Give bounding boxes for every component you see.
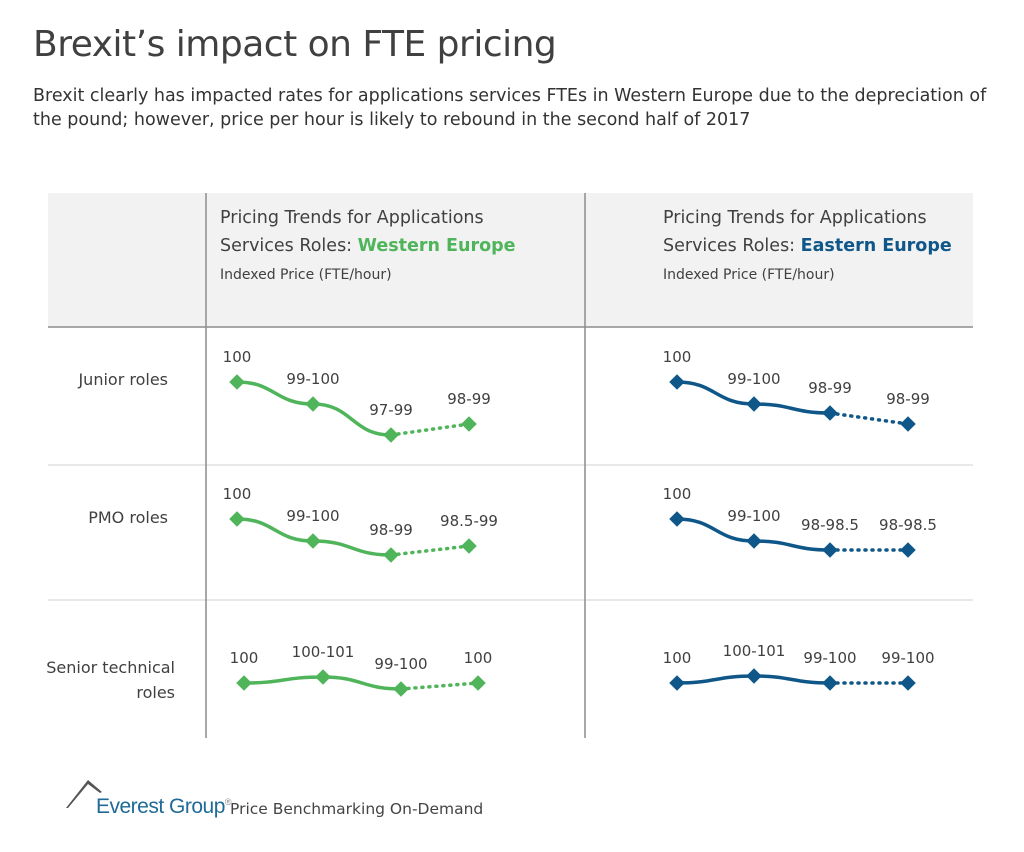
data-point-diamond: [900, 542, 916, 558]
data-point-diamond: [229, 511, 245, 527]
data-point-diamond: [822, 542, 838, 558]
data-label: 100-101: [723, 642, 786, 660]
footer-brand: Everest Group®: [96, 795, 232, 818]
projection-line: [399, 681, 480, 691]
data-label: 100: [230, 649, 259, 667]
data-label: 100: [464, 649, 493, 667]
data-point-diamond: [461, 538, 477, 554]
data-point-diamond: [236, 675, 252, 691]
data-label: 98-98.5: [801, 516, 859, 534]
data-label: 100: [663, 485, 692, 503]
data-label: 99-100: [727, 370, 780, 388]
data-label: 98.5-99: [440, 512, 498, 530]
data-label: 100: [223, 348, 252, 366]
data-label: 100-101: [292, 643, 355, 661]
data-label: 99-100: [881, 649, 934, 667]
data-point-diamond: [383, 547, 399, 563]
data-label: 98-99: [447, 390, 491, 408]
data-point-diamond: [393, 681, 409, 697]
eastern-title-prefix: Pricing Trends for Applications Services…: [663, 208, 927, 256]
row-label-senior: Senior technical roles: [46, 658, 175, 702]
data-label: 99-100: [286, 507, 339, 525]
projection-line: [389, 422, 471, 437]
data-point-diamond: [900, 416, 916, 432]
data-point-diamond: [461, 416, 477, 432]
eastern-region: Eastern Europe: [800, 236, 952, 256]
data-point-diamond: [746, 533, 762, 549]
data-point-diamond: [305, 533, 321, 549]
data-label: 99-100: [374, 655, 427, 673]
data-point-diamond: [383, 427, 399, 443]
header-background: [48, 193, 973, 327]
data-point-diamond: [470, 675, 486, 691]
row-label-pmo: PMO roles: [88, 508, 168, 527]
data-point-diamond: [822, 675, 838, 691]
data-point-diamond: [900, 675, 916, 691]
eastern-ylabel: Indexed Price (FTE/hour): [663, 267, 835, 283]
data-label: 99-100: [803, 649, 856, 667]
page-title: Brexit’s impact on FTE pricing: [33, 24, 557, 65]
data-label: 98-99: [369, 521, 413, 539]
data-label: 100: [223, 485, 252, 503]
data-label: 99-100: [286, 370, 339, 388]
data-point-diamond: [305, 396, 321, 412]
data-label: 100: [663, 348, 692, 366]
data-point-diamond: [669, 374, 685, 390]
western-ylabel: Indexed Price (FTE/hour): [220, 267, 392, 283]
projection-line: [828, 411, 910, 426]
data-point-diamond: [669, 511, 685, 527]
data-point-diamond: [822, 405, 838, 421]
data-point-diamond: [746, 668, 762, 684]
western-chart-header: Pricing Trends for Applications Services…: [220, 204, 520, 290]
row-label-junior: Junior roles: [78, 370, 168, 389]
data-label: 100: [663, 649, 692, 667]
data-point-diamond: [315, 669, 331, 685]
data-label: 98-98.5: [879, 516, 937, 534]
data-label: 99-100: [727, 507, 780, 525]
data-point-diamond: [669, 675, 685, 691]
page-subtitle: Brexit clearly has impacted rates for ap…: [33, 86, 987, 130]
projection-line: [389, 544, 471, 557]
data-point-diamond: [229, 374, 245, 390]
footer-tagline: Price Benchmarking On-Demand: [230, 800, 484, 818]
data-label: 98-99: [808, 379, 852, 397]
western-region: Western Europe: [357, 236, 516, 256]
everest-logo-icon: [66, 780, 102, 808]
data-point-diamond: [746, 396, 762, 412]
data-label: 97-99: [369, 401, 413, 419]
data-label: 98-99: [886, 390, 930, 408]
eastern-chart-header: Pricing Trends for Applications Services…: [663, 204, 963, 290]
western-title-prefix: Pricing Trends for Applications Services…: [220, 208, 484, 256]
